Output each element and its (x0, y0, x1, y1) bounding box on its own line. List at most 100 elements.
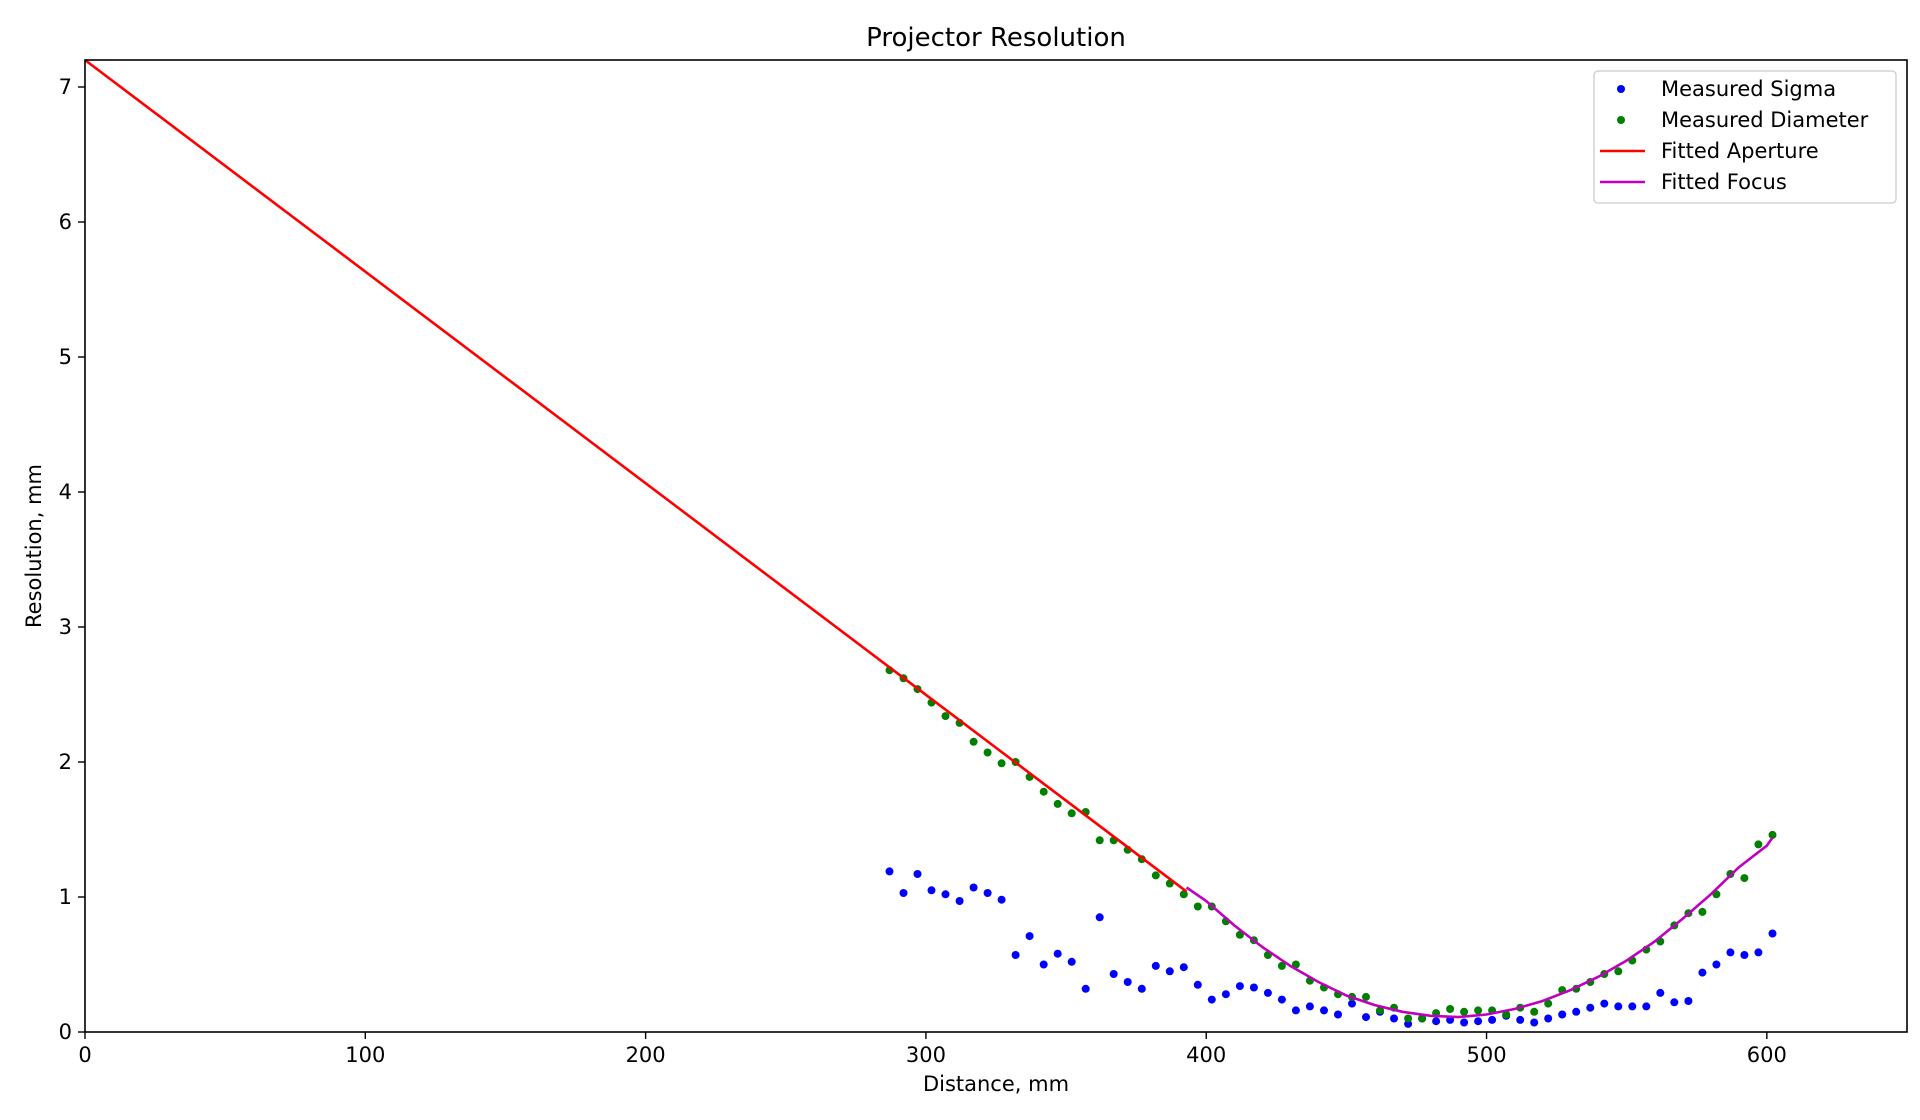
y-tick-label: 1 (59, 885, 72, 909)
measured-sigma-point (1334, 1010, 1342, 1019)
measured-sigma-point (1249, 983, 1258, 992)
legend-frame (1593, 70, 1897, 204)
x-tick-label: 300 (906, 1043, 946, 1067)
legend-label: Fitted Aperture (1661, 139, 1819, 163)
legend-entry-fitted-aperture: Fitted Aperture (1600, 139, 1819, 163)
measured-diameter-point (1544, 999, 1553, 1008)
measured-sigma-point (1600, 999, 1609, 1008)
measured-diameter-point (997, 759, 1006, 768)
measured-sigma-point (1558, 1010, 1567, 1019)
measured-sigma-point (1320, 1006, 1328, 1015)
measured-sigma-point (1193, 980, 1202, 989)
measured-sigma-point (997, 895, 1006, 904)
series-fitted-focus (1185, 836, 1774, 1019)
measured-sigma-point (1516, 1015, 1525, 1024)
legend-label: Fitted Focus (1661, 170, 1787, 194)
measured-sigma-point (1670, 998, 1679, 1007)
measured-diameter-point (1039, 787, 1048, 796)
legend: Measured Sigma Measured Diameter Fitted Ap… (1593, 70, 1897, 204)
measured-sigma-point (1586, 1003, 1595, 1012)
measured-sigma-point (969, 883, 978, 892)
measured-sigma-point (1207, 995, 1216, 1004)
measured-sigma-point (1390, 1014, 1398, 1023)
measured-diameter-point (1474, 1006, 1483, 1015)
measured-diameter-point (1446, 1005, 1455, 1013)
measured-diameter-point (1362, 992, 1370, 1001)
legend-marker-swatch (1617, 116, 1625, 124)
legend-label: Measured Diameter (1661, 108, 1869, 132)
legend-entry-measured-sigma: Measured Sigma (1617, 77, 1836, 101)
measured-sigma-point (1698, 968, 1707, 977)
measured-sigma-point (1642, 1002, 1651, 1011)
measured-diameter-point (1277, 961, 1286, 970)
y-tick-label: 0 (59, 1020, 72, 1044)
measured-sigma-point (1726, 948, 1735, 957)
legend-label: Measured Sigma (1661, 77, 1836, 101)
measured-sigma-point (1053, 949, 1062, 958)
measured-diameter-point (983, 748, 992, 757)
measured-sigma-point (1362, 1013, 1370, 1022)
chart-title: Projector Resolution (866, 23, 1126, 53)
measured-sigma-point (1572, 1007, 1581, 1016)
measured-diameter-point (1460, 1007, 1469, 1016)
measured-sigma-point (1235, 982, 1244, 991)
measured-diameter-point (1376, 1006, 1384, 1015)
measured-diameter-point (969, 737, 978, 746)
measured-diameter-point (1502, 1010, 1511, 1019)
measured-diameter-point (1193, 902, 1202, 911)
measured-diameter-point (1614, 967, 1623, 976)
measured-sigma-point (1684, 997, 1693, 1005)
measured-sigma-point (1474, 1017, 1483, 1026)
measured-sigma-point (1768, 929, 1777, 938)
series-measured-sigma (885, 867, 1777, 1028)
measured-sigma-point (1151, 961, 1160, 970)
measured-sigma-point (1179, 963, 1188, 972)
measured-diameter-point (1067, 809, 1076, 818)
measured-sigma-point (1530, 1018, 1539, 1027)
legend-marker-swatch (1617, 85, 1625, 93)
x-tick-label: 400 (1186, 1043, 1226, 1067)
y-tick-label: 7 (59, 75, 72, 99)
measured-sigma-point (927, 886, 936, 895)
measured-diameter-point (1095, 836, 1104, 845)
measured-sigma-point (955, 897, 964, 905)
measured-sigma-point (1095, 913, 1104, 922)
y-axis: 0 1 2 3 4 5 6 7 (59, 75, 85, 1044)
measured-sigma-point (983, 889, 992, 897)
measured-sigma-point (1712, 960, 1721, 969)
measured-diameter-point (1404, 1014, 1413, 1023)
y-tick-label: 2 (59, 750, 72, 774)
measured-sigma-point (1263, 988, 1272, 997)
measured-sigma-point (899, 889, 908, 897)
measured-diameter-point (1151, 871, 1160, 880)
series-fitted-aperture (84, 58, 1188, 893)
measured-sigma-point (1754, 948, 1763, 957)
measured-sigma-point (1011, 951, 1020, 959)
plot-frame (84, 59, 1908, 1033)
measured-sigma-point (1109, 970, 1118, 978)
y-tick-label: 5 (59, 345, 72, 369)
measured-diameter-point (1418, 1014, 1427, 1023)
measured-sigma-point (1025, 932, 1034, 941)
x-tick-label: 600 (1747, 1043, 1787, 1067)
measured-sigma-point (1628, 1002, 1637, 1011)
x-tick-label: 0 (78, 1043, 91, 1067)
measured-diameter-point (1053, 799, 1062, 808)
measured-diameter-point (1740, 874, 1749, 883)
measured-sigma-point (1305, 1002, 1314, 1011)
x-tick-label: 500 (1466, 1043, 1506, 1067)
measured-sigma-point (1291, 1006, 1300, 1015)
measured-sigma-point (1067, 957, 1076, 966)
fitted-aperture-line (84, 58, 1188, 893)
x-axis: 0 100 200 300 400 500 600 (78, 1032, 1787, 1067)
measured-sigma-point (1039, 960, 1048, 969)
measured-sigma-point (1488, 1015, 1497, 1024)
measured-sigma-point (913, 870, 922, 878)
measured-sigma-point (1460, 1018, 1469, 1027)
measured-sigma-point (1544, 1014, 1553, 1023)
measured-sigma-point (1221, 990, 1230, 999)
measured-sigma-point (1656, 988, 1665, 997)
measured-sigma-point (1348, 999, 1356, 1008)
measured-sigma-point (1614, 1002, 1623, 1011)
